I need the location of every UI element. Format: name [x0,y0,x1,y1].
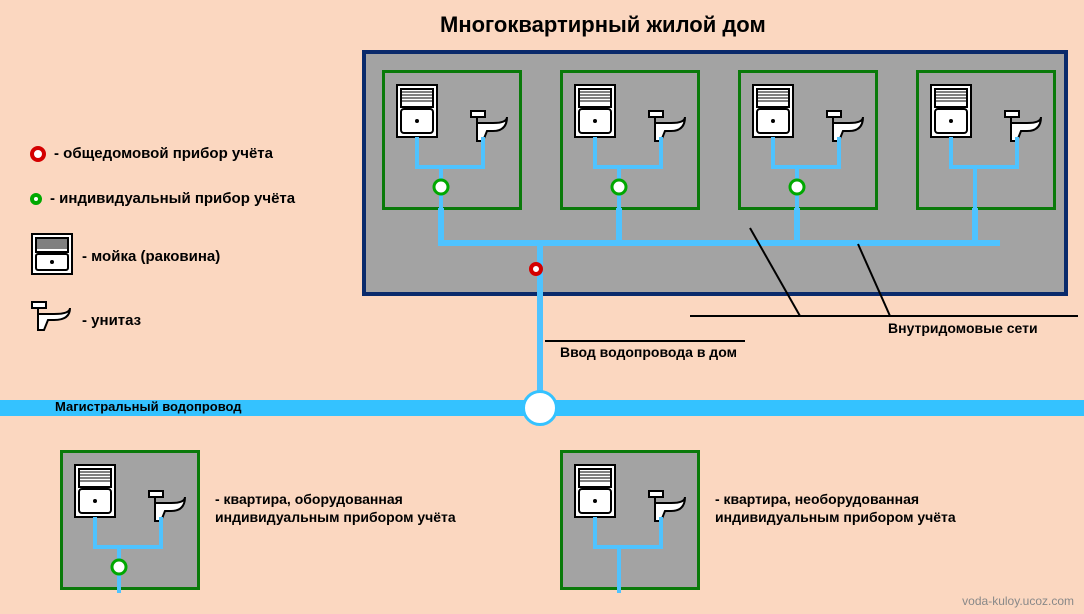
inlet-label: Ввод водопровода в дом [560,344,737,360]
legend-apt-without-text: - квартира, необорудованная индивидуальн… [715,490,995,526]
branch-4 [972,208,978,246]
branch-3 [794,208,800,246]
mains-junction [522,390,558,426]
inhouse-network-label: Внутридомовые сети [888,320,1038,336]
legend-main-meter: - общедомовой прибор учёта [30,145,273,162]
inlet-callout-line [545,340,745,342]
branch-2 [616,208,622,246]
legend-toilet-text: - унитаз [82,312,141,329]
watermark: voda-kuloy.ucoz.com [962,594,1074,608]
legend-apartment-without-meter [560,450,700,590]
legend-sink-text: - мойка (раковина) [82,248,220,265]
legend-toilet: - унитаз [30,300,141,341]
mains-pipe-label: Магистральный водопровод [55,399,242,414]
legend-apt-with-text: - квартира, оборудованная индивидуальным… [215,490,475,526]
individual-meter-icon [30,193,42,205]
legend-main-meter-text: - общедомовой прибор учёта [54,145,273,162]
main-meter-icon [30,146,46,162]
inhouse-callout-svg [690,218,1080,328]
legend-individual-meter-text: - индивидуальный прибор учёта [50,190,295,207]
toilet-icon [30,300,74,341]
apartment-2 [560,70,700,210]
legend-apartment-with-meter [60,450,200,590]
legend-sink: - мойка (раковина) [30,232,220,281]
sink-icon [30,232,74,281]
legend-individual-meter: - индивидуальный прибор учёта [30,190,295,207]
diagram-title: Многоквартирный жилой дом [440,12,766,38]
main-meter-on-riser [529,262,543,276]
apartment-1 [382,70,522,210]
branch-1 [438,208,444,246]
apartment-3 [738,70,878,210]
apartment-4 [916,70,1056,210]
